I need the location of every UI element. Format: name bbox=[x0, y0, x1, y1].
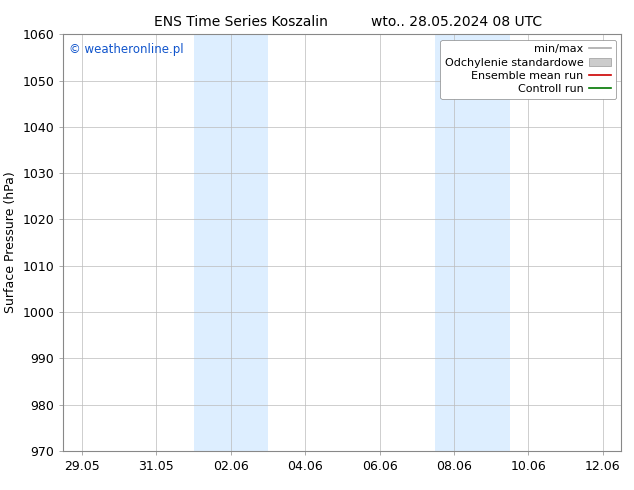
Text: wto.. 28.05.2024 08 UTC: wto.. 28.05.2024 08 UTC bbox=[371, 15, 542, 29]
Text: ENS Time Series Koszalin: ENS Time Series Koszalin bbox=[154, 15, 328, 29]
Legend: min/max, Odchylenie standardowe, Ensemble mean run, Controll run: min/max, Odchylenie standardowe, Ensembl… bbox=[441, 40, 616, 99]
Bar bbox=[436, 34, 510, 451]
Text: © weatheronline.pl: © weatheronline.pl bbox=[69, 43, 184, 56]
Y-axis label: Surface Pressure (hPa): Surface Pressure (hPa) bbox=[4, 172, 17, 314]
Bar bbox=[193, 34, 268, 451]
